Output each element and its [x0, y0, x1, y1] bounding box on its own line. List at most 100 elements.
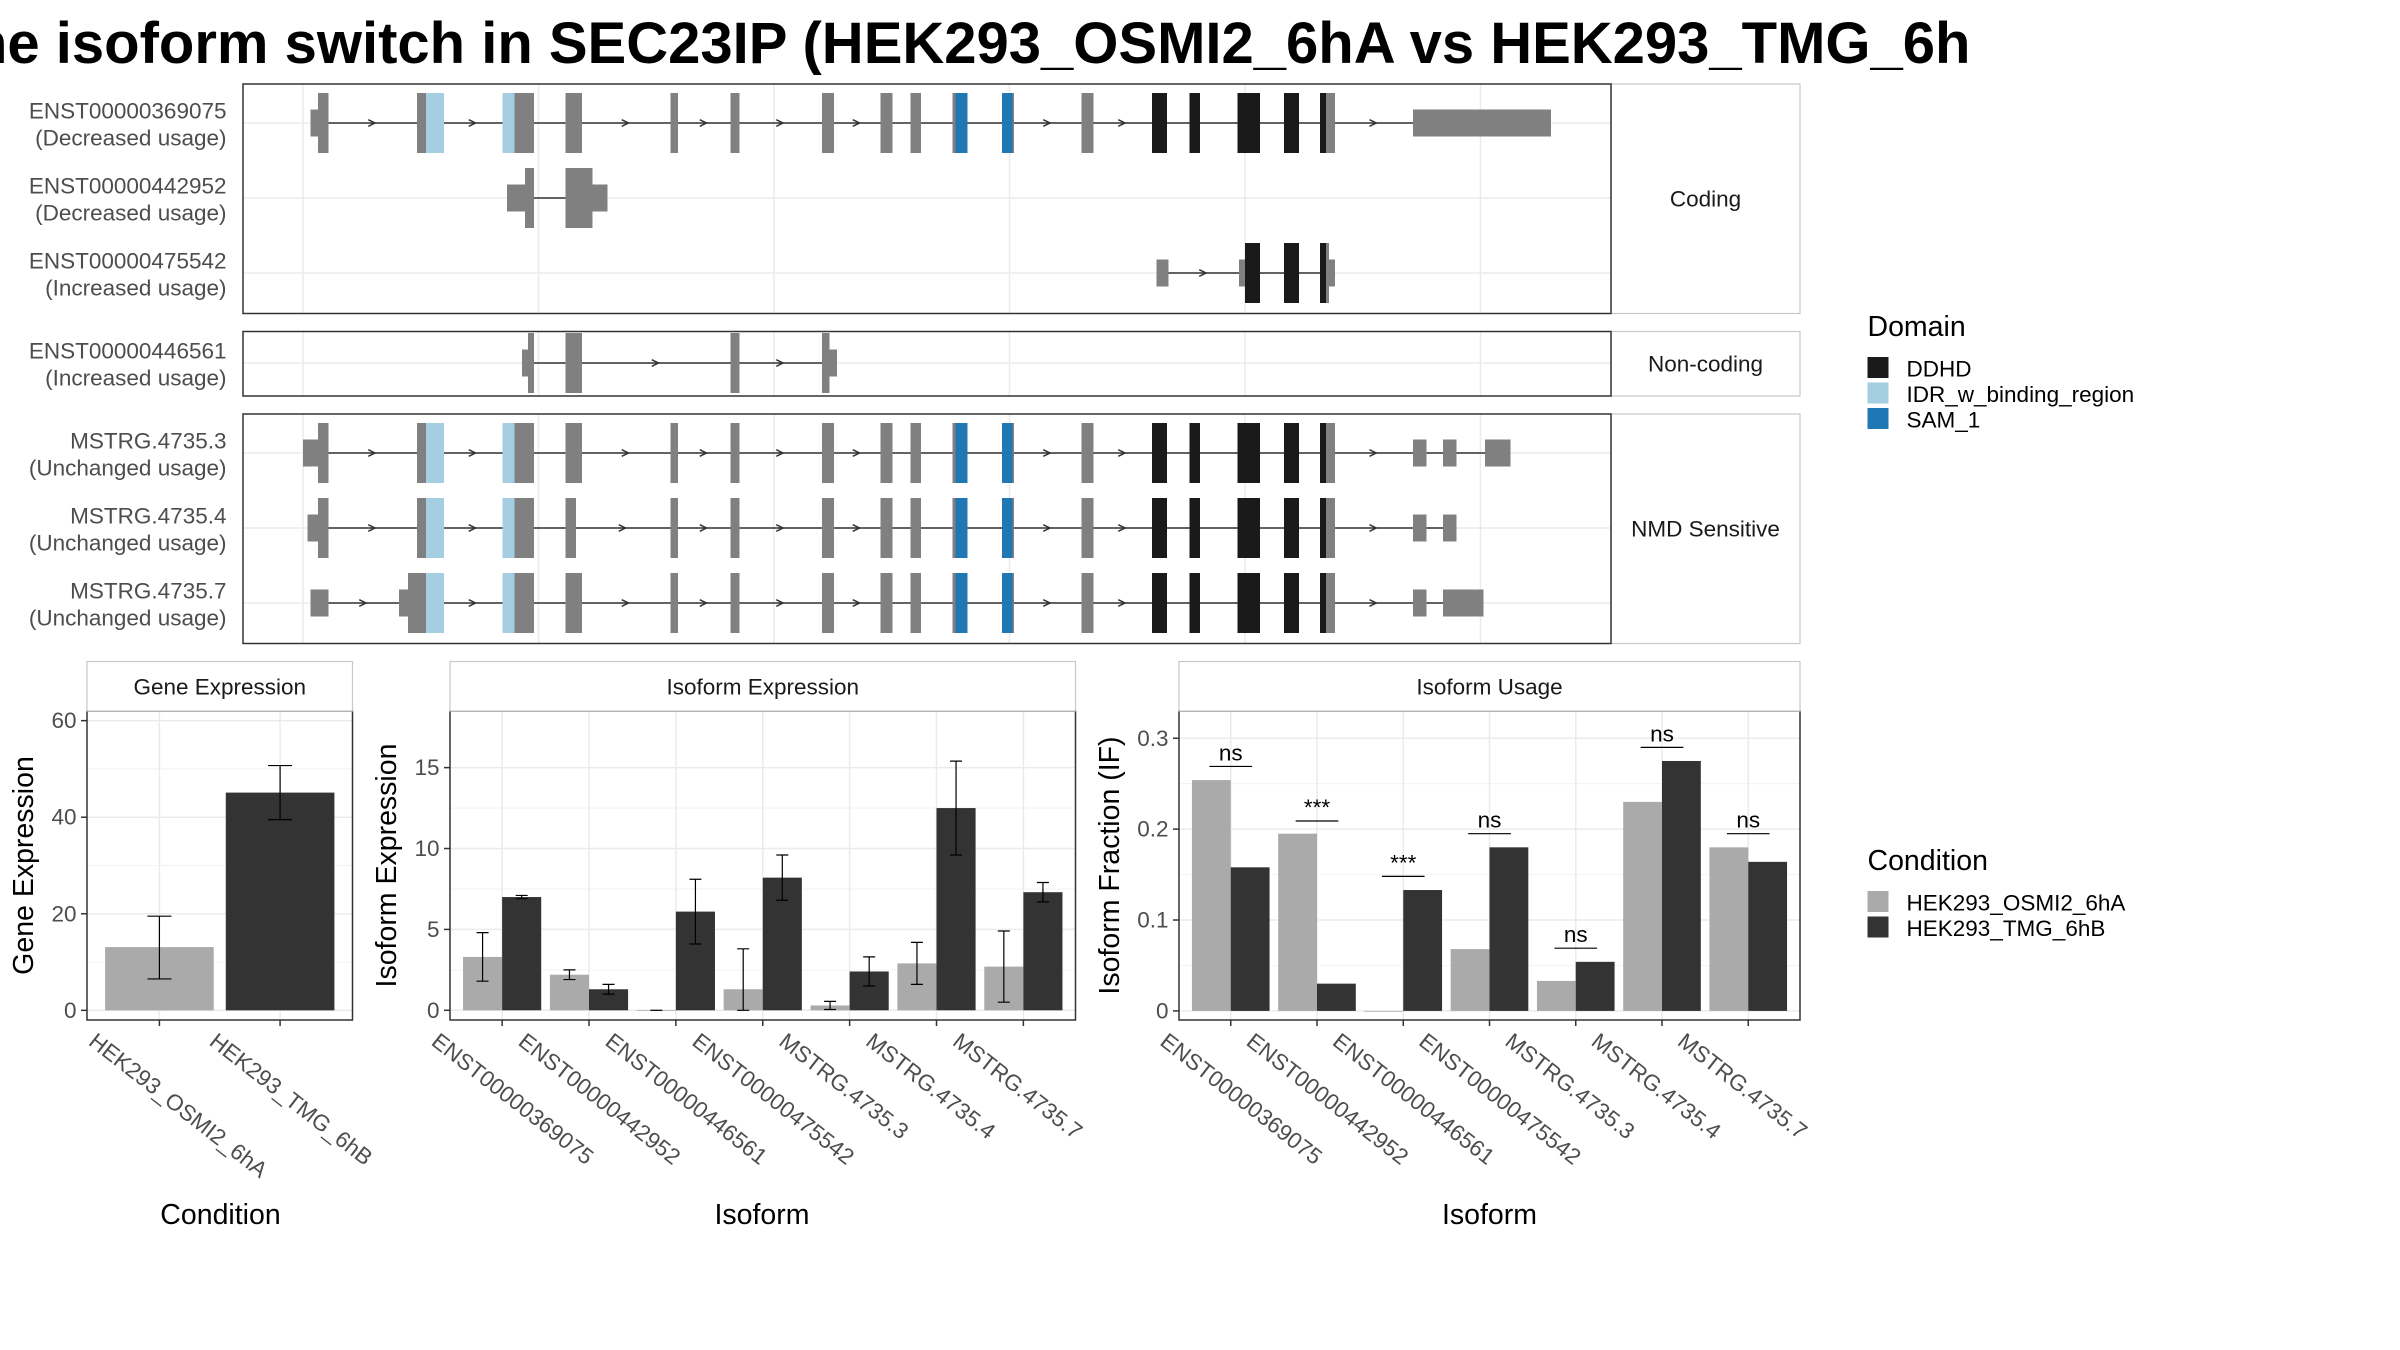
domain-block-ddhd	[1320, 243, 1326, 303]
x-axis-label: Isoform	[714, 1199, 809, 1231]
exon-block	[318, 498, 329, 558]
utr-block	[507, 184, 525, 212]
utr-block	[522, 349, 528, 377]
direction-arrow	[699, 449, 709, 457]
x-tick-label: ENST00000442952	[514, 1028, 685, 1169]
domain-block-ddhd	[1284, 498, 1299, 558]
direction-arrow	[1369, 449, 1378, 457]
exon-block	[730, 573, 740, 633]
direction-arrow	[852, 119, 862, 127]
domain-block-ddhd	[1320, 573, 1326, 633]
utr-block	[829, 349, 837, 377]
direction-arrow	[775, 524, 785, 532]
domain-block-idr-w-binding-region	[426, 573, 444, 633]
exon-block	[730, 498, 740, 558]
exon-block	[910, 93, 921, 153]
direction-arrow	[468, 119, 478, 127]
x-tick-label: ENST00000442952	[1242, 1028, 1413, 1169]
utr-block	[1329, 259, 1335, 287]
domain-block-ddhd	[1189, 93, 1200, 153]
direction-arrow	[1198, 269, 1208, 277]
page-title: ne isoform switch in SEC23IP (HEK293_OSM…	[0, 11, 1971, 76]
exon-block	[318, 423, 329, 483]
error-bar	[268, 764, 293, 821]
domain-block-idr-w-binding-region	[426, 423, 444, 483]
domain-block-sam-1	[955, 93, 968, 153]
domain-block-ddhd	[1284, 423, 1299, 483]
exon-block	[1081, 498, 1094, 558]
exon-block	[822, 93, 834, 153]
significance-label: ns	[1219, 740, 1243, 765]
legend-key	[1867, 357, 1889, 378]
error-bar	[863, 956, 876, 987]
exon-block	[880, 93, 893, 153]
chart-title: Gene Expression	[133, 675, 306, 700]
utr-block	[399, 589, 408, 617]
direction-arrow	[1117, 599, 1127, 607]
legend-label: HEK293_TMG_6hB	[1907, 916, 2106, 941]
domain-block-ddhd	[1237, 573, 1260, 633]
direction-arrow	[775, 119, 785, 127]
exon-block	[910, 423, 921, 483]
transcript-id-label: ENST00000446561	[29, 339, 227, 364]
error-bar	[824, 1000, 837, 1011]
direction-arrow	[621, 599, 631, 607]
y-tick-label: 60	[51, 708, 76, 733]
exon-block	[565, 573, 582, 633]
exon-block	[670, 423, 678, 483]
y-tick-label: 0.2	[1137, 817, 1168, 842]
domain-block-sam-1	[1002, 573, 1013, 633]
domain-block-sam-1	[1002, 93, 1013, 153]
exon-block	[670, 93, 678, 153]
y-tick-label: 0	[427, 998, 440, 1023]
x-axis-label: Condition	[160, 1199, 280, 1231]
utr-block	[1443, 514, 1457, 542]
transcript-usage-label: (Decreased usage)	[35, 126, 226, 151]
exon-block	[565, 498, 576, 558]
facet-strip	[1610, 83, 1801, 315]
error-bar	[910, 941, 923, 986]
legend-title: Condition	[1868, 845, 1988, 877]
direction-arrow	[1369, 599, 1378, 607]
exon-block	[1329, 423, 1335, 483]
domain-block-idr-w-binding-region	[502, 93, 515, 153]
y-tick-label: 0	[1156, 998, 1169, 1023]
bar-hek293-tmg-6hb	[1575, 961, 1615, 1011]
panel-border	[242, 330, 1612, 397]
transcript-enst00000442952: ENST00000442952(Decreased usage)	[29, 168, 608, 228]
legend-label: HEK293_OSMI2_6hA	[1907, 891, 2126, 916]
legend-title: Domain	[1868, 311, 1966, 343]
transcript-enst00000446561: ENST00000446561(Increased usage)	[29, 333, 837, 393]
exon-block	[528, 333, 534, 393]
y-tick-label: 40	[51, 805, 76, 830]
direction-arrow	[358, 599, 368, 607]
direction-arrow	[852, 599, 862, 607]
significance-label: ns	[1736, 808, 1760, 833]
chart-title: Isoform Expression	[666, 675, 859, 700]
error-bar	[563, 969, 576, 981]
bar-hek293-tmg-6hb	[1023, 892, 1063, 1011]
utr-block	[1413, 589, 1427, 617]
legend-key	[1867, 382, 1889, 404]
error-bar	[515, 894, 528, 900]
legend-key	[1867, 891, 1889, 912]
domain-block-ddhd	[1189, 423, 1200, 483]
significance-label: ns	[1478, 808, 1502, 833]
legend-key	[1867, 408, 1889, 429]
domain-block-ddhd	[1237, 93, 1260, 153]
y-axis-label: Gene Expression	[8, 756, 40, 975]
bar-hek293-osmi2-6ha	[1191, 780, 1231, 1011]
exon-block	[1081, 93, 1094, 153]
domain-block-sam-1	[1002, 498, 1013, 558]
exon-block	[670, 573, 678, 633]
utr-block	[310, 589, 329, 617]
facet-strip	[1178, 660, 1801, 712]
bar	[225, 792, 335, 1011]
error-bar	[602, 983, 615, 995]
x-tick-label: ENST00000446561	[1328, 1028, 1499, 1169]
